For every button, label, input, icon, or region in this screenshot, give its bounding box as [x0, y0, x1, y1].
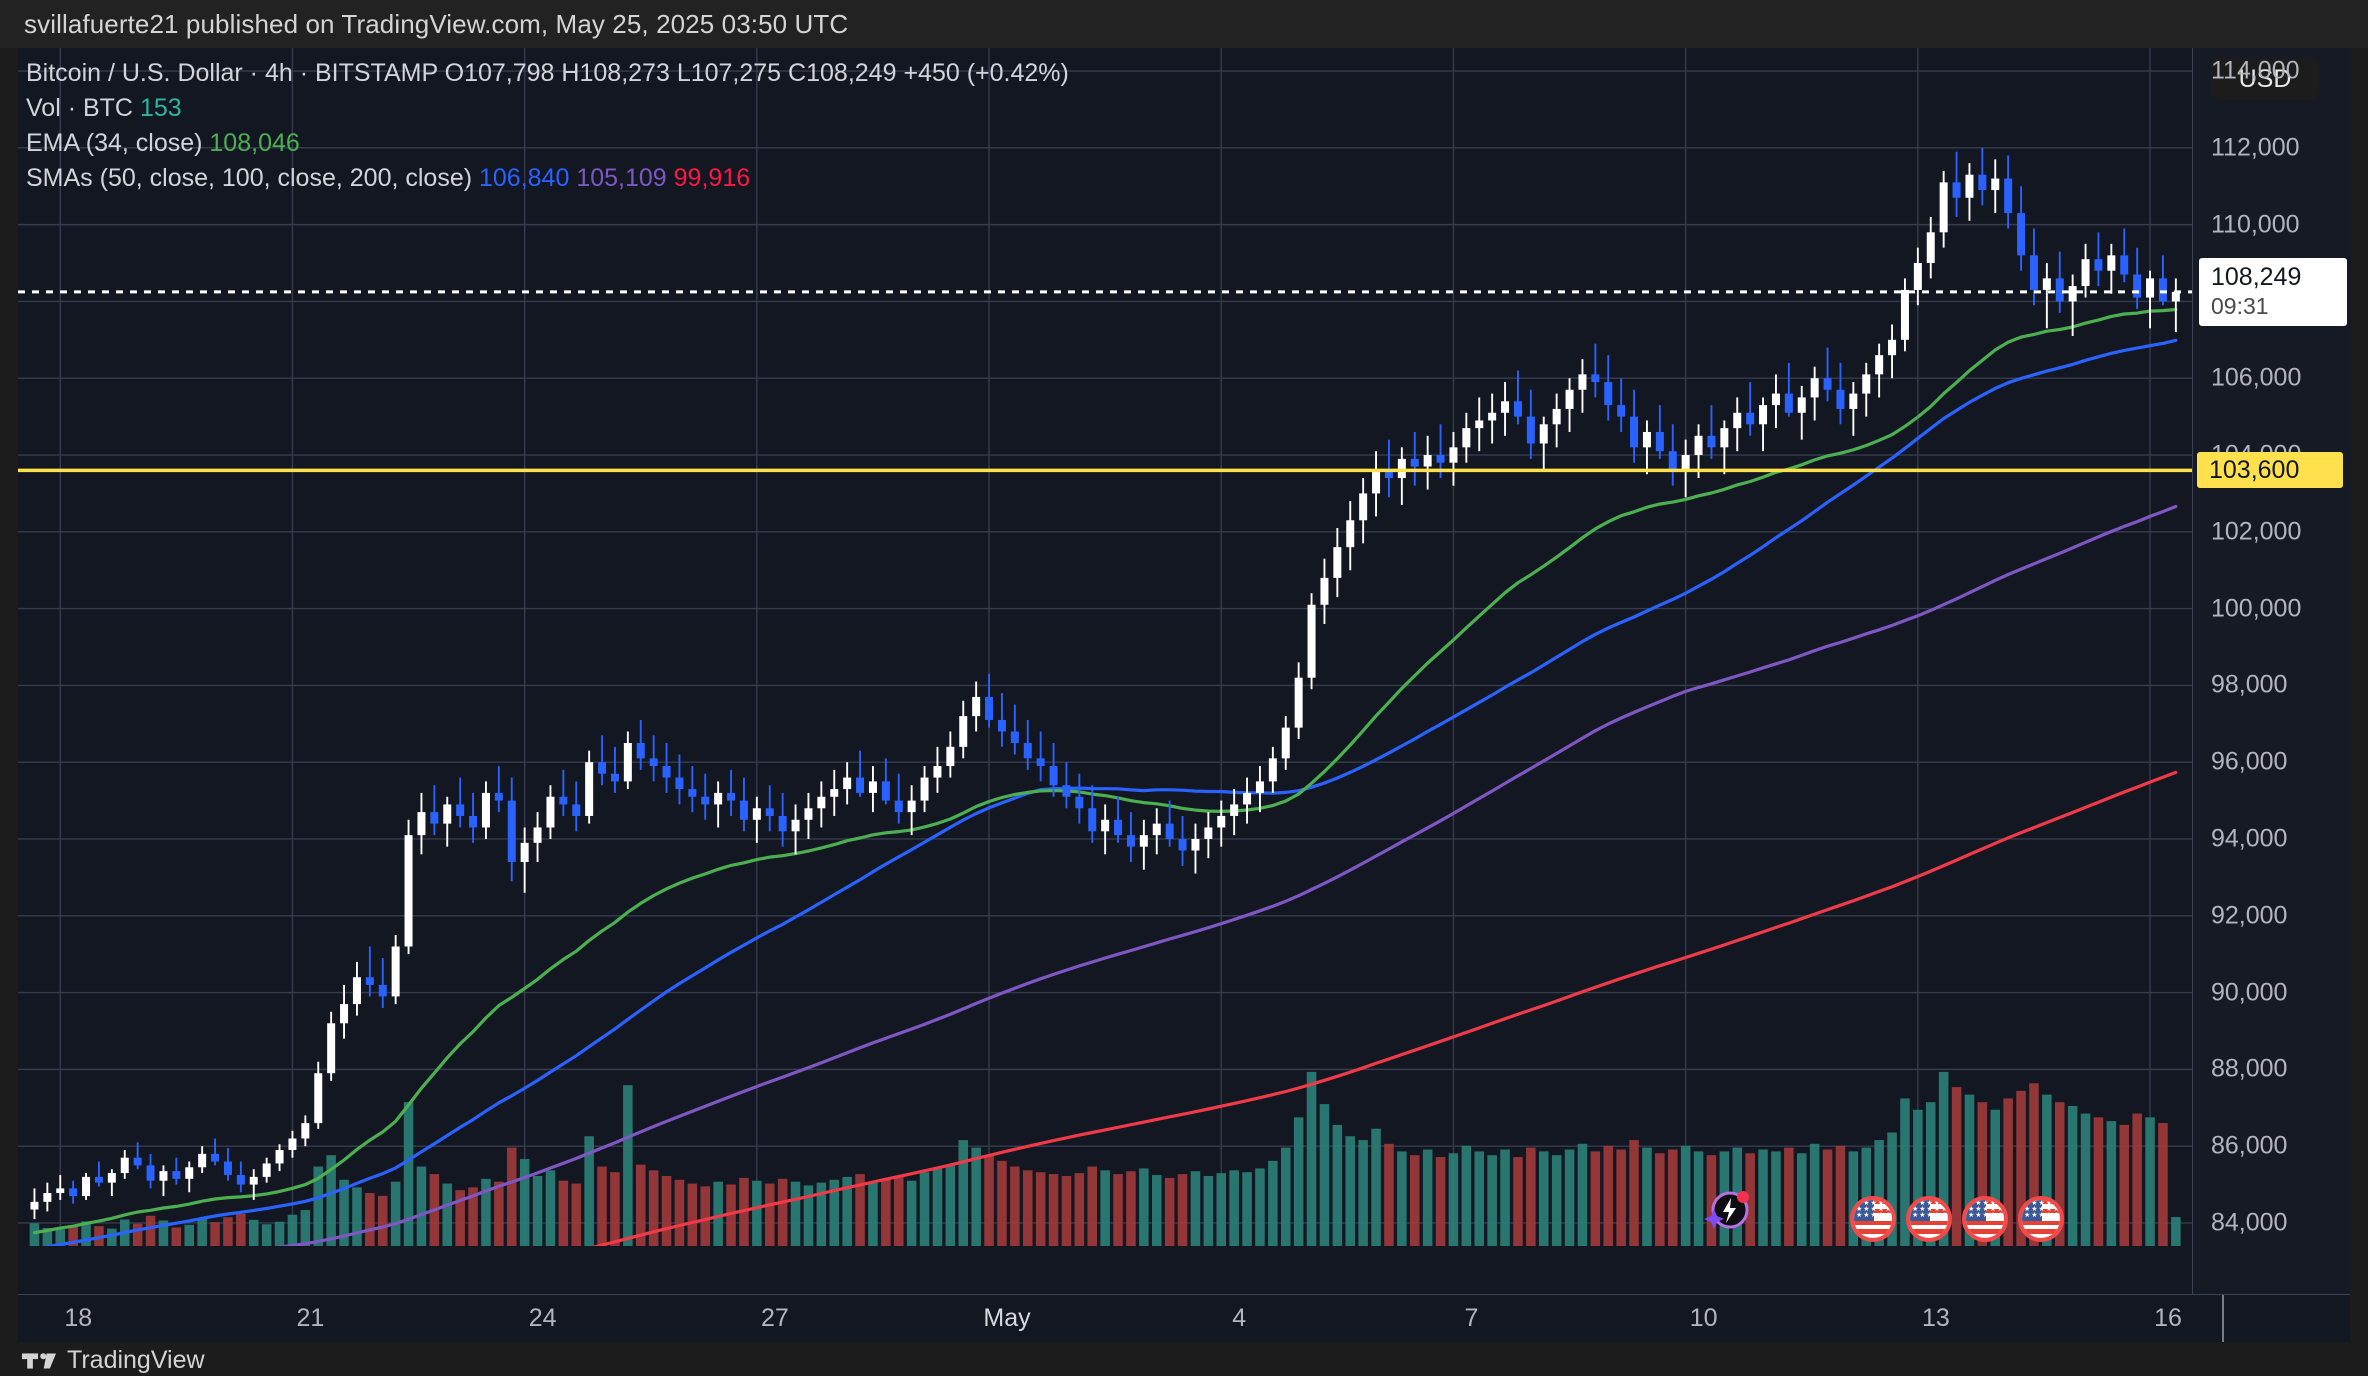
time-tick: 16 — [2154, 1304, 2182, 1332]
time-tick: 13 — [1921, 1304, 1950, 1332]
last-price-badge[interactable]: 108,249 09:31 — [2199, 257, 2347, 326]
price-tick: 90,000 — [2211, 978, 2288, 1007]
ohlc-change: +450 (+0.42%) — [903, 59, 1069, 87]
time-tick: 7 — [1464, 1304, 1479, 1332]
us-flag-event[interactable]: ★★★★★ ★★★★★ ★★★★★ — [1962, 1196, 2008, 1242]
sma100-value: 105,109 — [576, 164, 667, 192]
publish-watermark-bar: svillafuerte21 published on TradingView.… — [0, 0, 2368, 48]
price-tick: 88,000 — [2211, 1054, 2288, 1083]
price-tick: 86,000 — [2211, 1131, 2288, 1160]
sma50-line — [41, 338, 2178, 1246]
tradingview-logo-icon — [22, 1352, 56, 1369]
price-tick: 112,000 — [2211, 133, 2300, 162]
ohlc-low: L107,275 — [676, 59, 782, 87]
ema34-line — [32, 307, 2178, 1235]
time-tick: 10 — [1689, 1304, 1718, 1332]
us-flag-icon: ★★★★★ ★★★★★ ★★★★★ — [1962, 1196, 2008, 1242]
support-price-label: 103,600 — [2209, 456, 2300, 485]
price-level-lines — [18, 290, 2192, 473]
price-tick: 102,000 — [2211, 517, 2302, 546]
volume-title: Vol · BTC — [26, 94, 133, 122]
price-tick: 100,000 — [2211, 594, 2302, 623]
time-tick: 21 — [296, 1304, 325, 1332]
us-flag-icon: ★★★★★ ★★★★★ ★★★★★ — [1906, 1196, 1952, 1242]
us-flag-icon: ★★★★★ ★★★★★ ★★★★★ — [1850, 1196, 1896, 1242]
ai-sparkle-icon — [1704, 1191, 1749, 1229]
candlesticks — [30, 147, 2180, 1220]
time-axis[interactable]: 18212427May4710131619222528Jun4 — [18, 1294, 2350, 1343]
ohlc-close: C108,249 — [788, 59, 897, 87]
price-tick: 106,000 — [2211, 363, 2302, 392]
time-axis-separator — [2222, 1295, 2224, 1343]
tradingview-logo[interactable]: TradingView — [22, 1346, 205, 1375]
sma200-line — [591, 770, 2178, 1246]
tradingview-logo-label: TradingView — [67, 1346, 205, 1374]
publish-watermark-text: svillafuerte21 published on TradingView.… — [24, 9, 849, 39]
legend-ema-row[interactable]: EMA (34, close) 108,046 — [26, 126, 1069, 161]
footer-bar — [0, 1342, 2368, 1376]
ema-title: EMA (34, close) — [26, 129, 203, 157]
price-tick: 84,000 — [2211, 1208, 2288, 1237]
us-flag-event[interactable]: ★★★★★ ★★★★★ ★★★★★ — [2018, 1196, 2064, 1242]
legend-volume-row[interactable]: Vol · BTC 153 — [26, 91, 1069, 126]
sma50-value: 106,840 — [479, 164, 570, 192]
price-tick: 98,000 — [2211, 670, 2288, 699]
sma200-value: 99,916 — [673, 164, 751, 192]
time-tick: 4 — [1232, 1304, 1247, 1332]
smas-title: SMAs (50, close, 100, close, 200, close) — [26, 164, 473, 192]
sma100-line — [275, 504, 2178, 1246]
ohlc-open: O107,798 — [444, 59, 555, 87]
chart-canvas — [18, 48, 2192, 1246]
price-tick: 114,000 — [2211, 56, 2300, 85]
us-flag-event[interactable]: ★★★★★ ★★★★★ ★★★★★ — [1906, 1196, 1952, 1242]
grid-lines — [18, 48, 2192, 1246]
price-tick: 96,000 — [2211, 747, 2288, 776]
last-price-countdown: 09:31 — [2211, 292, 2269, 319]
support-price-badge[interactable]: 103,600 — [2197, 452, 2343, 489]
chart-plot-area[interactable] — [18, 48, 2192, 1246]
price-axis[interactable]: USD 114,000112,000110,000106,000104,0001… — [2192, 48, 2351, 1294]
price-tick: 110,000 — [2211, 210, 2300, 239]
us-flag-event[interactable]: ★★★★★ ★★★★★ ★★★★★ — [1850, 1196, 1896, 1242]
price-tick: 92,000 — [2211, 901, 2288, 930]
time-tick: 24 — [528, 1304, 557, 1332]
volume-value: 153 — [139, 94, 182, 122]
currency-badge[interactable]: USD — [2211, 58, 2319, 100]
us-flag-icon: ★★★★★ ★★★★★ ★★★★★ — [2018, 1196, 2064, 1242]
price-tick: 94,000 — [2211, 824, 2288, 853]
legend-symbol-row[interactable]: Bitcoin / U.S. Dollar · 4h · BITSTAMP O1… — [26, 56, 1069, 91]
ohlc-high: H108,273 — [561, 59, 670, 87]
ema-value: 108,046 — [209, 129, 300, 157]
time-tick: 18 — [64, 1304, 93, 1332]
legend-smas-row[interactable]: SMAs (50, close, 100, close, 200, close)… — [26, 161, 1069, 196]
time-tick: 27 — [760, 1304, 789, 1332]
symbol-title: Bitcoin / U.S. Dollar · 4h · BITSTAMP — [26, 59, 438, 87]
time-tick: May — [983, 1304, 1031, 1332]
last-price-value: 108,249 — [2211, 262, 2302, 291]
chart-frame: USD 114,000112,000110,000106,000104,0001… — [18, 48, 2351, 1294]
chart-legend: Bitcoin / U.S. Dollar · 4h · BITSTAMP O1… — [26, 56, 1069, 196]
ai-sparkle-badge[interactable] — [1704, 1186, 1752, 1239]
